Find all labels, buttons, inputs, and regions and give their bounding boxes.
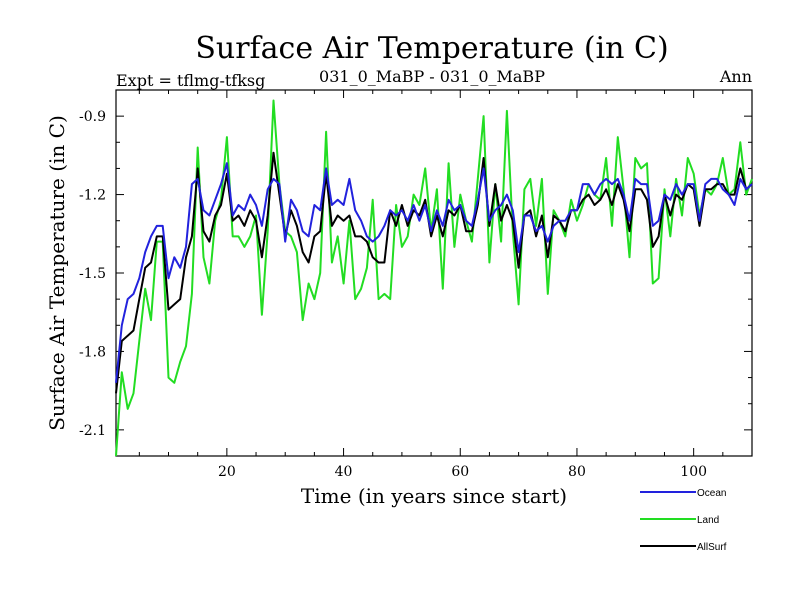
legend-label-allsurf: AllSurf <box>697 542 727 553</box>
series-line-land <box>115 99 753 457</box>
x-tick-label: 40 <box>335 464 353 480</box>
y-tick-label: -2.1 <box>79 423 106 439</box>
y-tick-label: -1.5 <box>79 266 106 282</box>
y-tick-labels: -2.1 -1.8 -1.5 -1.2 -0.9 <box>79 109 106 439</box>
x-tick-label: 20 <box>218 464 236 480</box>
x-tick-label: 80 <box>568 464 586 480</box>
period-label: 031_0_MaBP - 031_0_MaBP <box>319 67 545 86</box>
x-tick-label: 60 <box>451 464 469 480</box>
y-tick-label: -1.2 <box>79 188 106 204</box>
x-axis-label: Time (in years since start) <box>301 484 567 508</box>
experiment-label: Expt = tflmg-tfksg <box>116 71 265 90</box>
series-line-ocean <box>115 162 753 383</box>
plot-frame <box>115 89 753 457</box>
y-tick-label: -0.9 <box>79 109 106 125</box>
legend-label-ocean: Ocean <box>697 488 726 499</box>
data-series <box>115 99 753 457</box>
legend: Ocean Land AllSurf <box>640 488 727 553</box>
chart-title: Surface Air Temperature (in C) <box>195 31 668 66</box>
series-line-allsurf <box>115 151 753 394</box>
season-label: Ann <box>719 67 752 86</box>
x-tick-label: 100 <box>680 464 707 480</box>
axis-ticks <box>116 89 753 457</box>
y-tick-label: -1.8 <box>79 344 106 360</box>
y-axis-label: Surface Air Temperature (in C) <box>45 115 69 431</box>
x-tick-labels: 20 40 60 80 100 <box>218 464 707 480</box>
legend-label-land: Land <box>697 515 719 526</box>
